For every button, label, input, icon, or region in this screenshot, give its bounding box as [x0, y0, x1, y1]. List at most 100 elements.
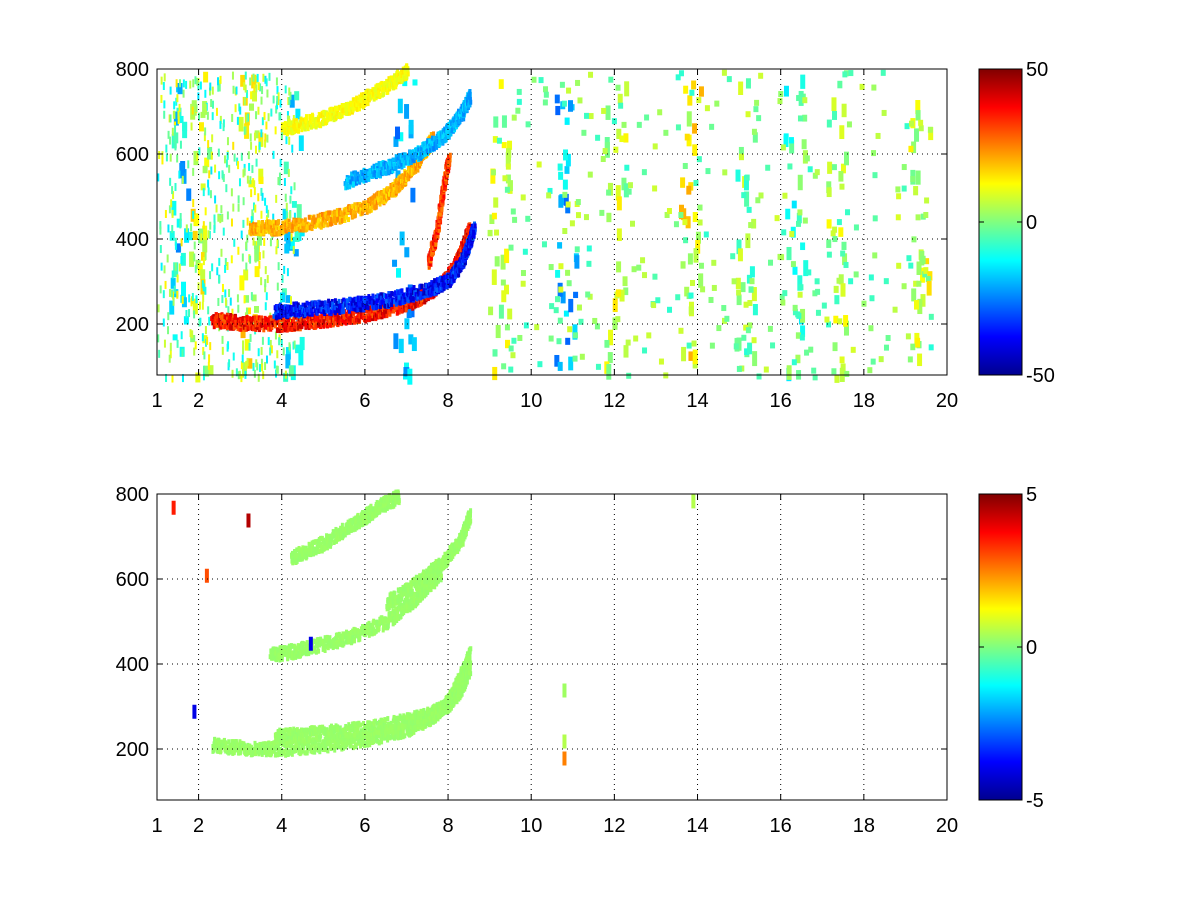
heatmap-cell — [211, 134, 214, 143]
heatmap-cell — [265, 121, 268, 130]
heatmap-cell — [163, 339, 166, 348]
heatmap-cell — [289, 296, 292, 305]
heatmap-cell — [412, 169, 416, 175]
heatmap-cell — [496, 137, 502, 144]
heatmap-cell — [344, 185, 348, 191]
heatmap-cell — [192, 79, 195, 88]
heatmap-cell — [455, 262, 459, 268]
heatmap-cell — [288, 365, 294, 377]
heatmap-cell — [214, 312, 218, 318]
heatmap-cell — [194, 214, 200, 226]
heatmap-cell — [797, 174, 803, 191]
heatmap-cell — [314, 124, 318, 130]
heatmap-cell — [357, 106, 361, 112]
heatmap-cell — [678, 70, 684, 77]
heatmap-cell — [159, 221, 162, 230]
heatmap-cell — [334, 306, 338, 312]
heatmap-cell — [826, 181, 832, 194]
heatmap-cell — [837, 318, 843, 325]
heatmap-cell — [782, 192, 788, 199]
heatmap-cell — [244, 123, 250, 139]
heatmap-cell — [623, 133, 629, 143]
heatmap-cell — [180, 238, 183, 247]
heatmap-cell — [258, 260, 261, 269]
heatmap-cell — [885, 335, 891, 342]
heatmap-cell — [411, 153, 415, 159]
heatmap-cell — [346, 305, 350, 311]
heatmap-cell — [791, 359, 797, 366]
heatmap-cell — [566, 87, 572, 94]
heatmap-cell — [204, 365, 210, 377]
heatmap-cell — [241, 362, 247, 376]
heatmap-cell — [565, 202, 571, 214]
heatmap-cell — [209, 87, 212, 96]
heatmap-cell — [687, 253, 693, 265]
heatmap-cell — [339, 317, 343, 323]
heatmap-cell — [294, 301, 298, 307]
heatmap-cell — [310, 219, 314, 225]
heatmap-cell — [176, 154, 179, 163]
heatmap-cell — [218, 275, 221, 284]
heatmap-cell — [227, 341, 230, 350]
heatmap-cell — [595, 363, 601, 370]
heatmap-cell — [408, 288, 412, 294]
heatmap-cell — [362, 167, 366, 173]
heatmap-cell — [320, 318, 324, 324]
heatmap-cell — [431, 141, 435, 147]
heatmap-cell — [501, 363, 507, 370]
heatmap-cell — [188, 309, 191, 318]
heatmap-cell — [504, 284, 510, 295]
heatmap-cell — [342, 319, 346, 325]
heatmap-cell — [215, 314, 219, 320]
heatmap-cell — [686, 111, 692, 127]
heatmap-cell — [880, 69, 886, 76]
heatmap-cell — [157, 304, 160, 313]
heatmap-cell — [355, 102, 359, 108]
heatmap-cell — [170, 277, 176, 289]
heatmap-cell — [291, 201, 297, 208]
heatmap-cell — [257, 82, 260, 91]
heatmap-cell — [242, 369, 245, 378]
heatmap-cell — [554, 354, 560, 367]
heatmap-cell — [392, 259, 398, 267]
heatmap-cell — [260, 228, 264, 234]
heatmap-cell — [295, 217, 299, 223]
heatmap-cell — [324, 305, 328, 311]
heatmap-cell — [622, 276, 628, 287]
heatmap-cell — [174, 237, 177, 246]
heatmap-cell — [320, 300, 324, 306]
heatmap-cell — [382, 312, 386, 318]
heatmap-cell — [814, 169, 820, 176]
heatmap-cell — [384, 303, 388, 309]
heatmap-cell — [397, 180, 401, 186]
heatmap-cell — [192, 210, 195, 219]
heatmap-cell — [202, 293, 205, 302]
heatmap-cell — [388, 168, 392, 174]
heatmap-cell — [255, 359, 258, 368]
heatmap-cell — [249, 333, 252, 342]
heatmap-cell — [254, 326, 258, 332]
heatmap-cell — [197, 282, 200, 291]
heatmap-cell — [246, 175, 249, 184]
heatmap-cell — [202, 365, 205, 374]
heatmap-cell — [584, 112, 590, 119]
heatmap-cell — [415, 289, 419, 295]
heatmap-cell — [320, 322, 324, 328]
heatmap-cell — [234, 104, 237, 113]
heatmap-cell — [553, 307, 559, 314]
heatmap-cell — [244, 71, 247, 80]
heatmap-cell — [425, 289, 429, 295]
heatmap-cell — [380, 197, 384, 203]
heatmap-cell — [160, 76, 163, 85]
heatmap-cell — [224, 257, 227, 266]
heatmap-cell — [350, 176, 354, 182]
heatmap-cell — [520, 194, 526, 201]
heatmap-cell — [275, 314, 279, 320]
heatmap-cell — [758, 192, 764, 199]
heatmap-cell — [555, 296, 561, 303]
heatmap-cell — [468, 89, 472, 95]
heatmap-cell — [168, 354, 171, 363]
heatmap-cell — [231, 308, 234, 317]
heatmap-cell — [812, 374, 818, 381]
heatmap-cell — [295, 108, 301, 120]
